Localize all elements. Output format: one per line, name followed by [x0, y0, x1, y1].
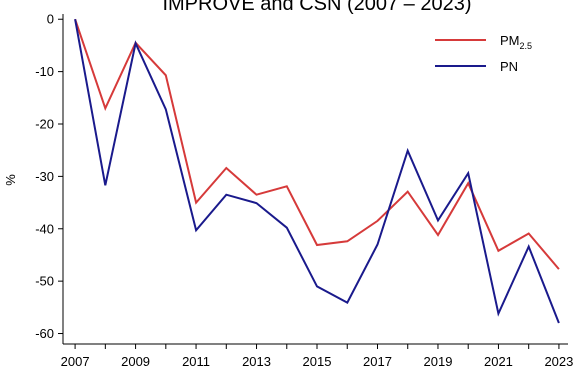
y-tick-label: -10 — [35, 64, 54, 79]
chart-title: IMPROVE and CSN (2007 – 2023) — [162, 0, 471, 15]
x-tick-label: 2019 — [424, 354, 453, 369]
y-tick-label: -20 — [35, 117, 54, 132]
series-line-pm25 — [74, 18, 560, 270]
y-tick-label: -30 — [35, 169, 54, 184]
x-tick-label: 2015 — [303, 354, 332, 369]
legend-label-pm25: PM2.5 — [500, 33, 532, 51]
x-tick-label: 2013 — [242, 354, 271, 369]
x-tick-label: 2021 — [484, 354, 513, 369]
y-tick-label: -50 — [35, 274, 54, 289]
legend-label-pm25-name: PM — [500, 33, 520, 48]
y-ticks: 0 -10 -20 -30 -40 -50 -60 — [35, 12, 63, 341]
legend: PM2.5 PN — [435, 33, 532, 74]
y-tick-label: -60 — [35, 326, 54, 341]
x-tick-label: 2011 — [182, 354, 210, 369]
x-tick-label: 2007 — [61, 354, 90, 369]
axes — [62, 14, 568, 345]
y-axis-label: % — [3, 174, 18, 186]
x-tick-label: 2009 — [121, 354, 150, 369]
x-tick-label: 2023 — [544, 354, 573, 369]
x-tick-label: 2017 — [363, 354, 392, 369]
series-group — [74, 18, 560, 324]
y-tick-label: -40 — [35, 221, 54, 236]
series-line-pn — [74, 19, 560, 324]
legend-label-pn: PN — [500, 59, 518, 74]
y-tick-label: 0 — [47, 12, 54, 27]
x-ticks: 2007 2009 2011 2013 2015 2017 2019 2021 2023 — [61, 344, 573, 369]
legend-label-pm25-subscript: 2.5 — [520, 41, 533, 51]
